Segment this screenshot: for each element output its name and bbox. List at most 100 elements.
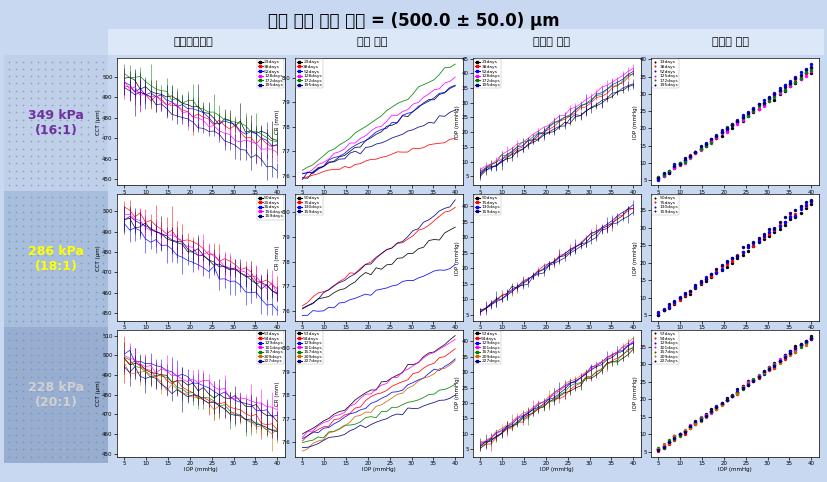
Point (682, 424, 696, 432)
Point (715, 267, 728, 274)
Point (2, 358, 16, 366)
Point (45, 252, 59, 259)
Point (667, 435, 680, 442)
Point (17, 145, 30, 153)
Point (96, 317, 109, 325)
Point (82, 58, 95, 66)
Point (777, 350, 791, 358)
Point (89, 309, 103, 317)
Point (67, 72, 80, 80)
Point (2, 123, 16, 131)
Point (724, 124, 738, 132)
Point (38, 80, 51, 87)
Point (96, 302, 109, 310)
Point (74, 259, 88, 267)
Point (53, 351, 66, 359)
Point (756, 368, 769, 376)
Point (96, 259, 109, 267)
Point (38, 302, 51, 310)
Point (730, 388, 743, 396)
Point (82, 80, 95, 87)
Point (9, 365, 22, 373)
Point (82, 317, 95, 325)
Point (74, 208, 88, 216)
Point (709, 403, 722, 411)
Point (38, 309, 51, 317)
Point (74, 174, 88, 182)
Point (67, 259, 80, 267)
Point (793, 73, 806, 80)
Point (74, 373, 88, 381)
Point (2, 317, 16, 325)
Point (45, 230, 59, 238)
Point (672, 293, 686, 301)
Point (767, 361, 780, 368)
Point (45, 409, 59, 417)
Point (677, 159, 691, 166)
Point (698, 410, 711, 417)
Point (89, 329, 103, 337)
Point (782, 212, 796, 220)
Point (2, 302, 16, 310)
Point (74, 358, 88, 366)
Point (45, 101, 59, 109)
Point (709, 131, 722, 139)
Point (45, 358, 59, 366)
Point (74, 116, 88, 123)
Point (767, 89, 780, 97)
Point (688, 283, 701, 291)
Point (804, 196, 817, 204)
Point (693, 415, 706, 423)
Point (2, 453, 16, 460)
Point (67, 87, 80, 94)
Legend: 57days, 94days, 129days, 101days, 157days, 209days, 227days: 57days, 94days, 129days, 101days, 157day… (473, 331, 500, 364)
Point (682, 287, 696, 295)
Point (782, 351, 796, 359)
Point (31, 101, 45, 109)
Point (38, 259, 51, 267)
Point (804, 65, 817, 72)
Point (96, 237, 109, 245)
Text: 표적 중심 각막 두께 = (500.0 ± 50.0) μm: 표적 중심 각막 두께 = (500.0 ± 50.0) μm (268, 12, 559, 30)
Point (9, 395, 22, 402)
Point (730, 252, 743, 260)
Point (82, 130, 95, 138)
Point (60, 174, 74, 182)
Point (67, 358, 80, 366)
Point (31, 266, 45, 274)
Point (82, 380, 95, 388)
Point (31, 295, 45, 303)
Point (45, 416, 59, 424)
Point (651, 311, 664, 319)
Point (38, 295, 51, 303)
Point (9, 373, 22, 381)
Point (31, 329, 45, 337)
Point (2, 365, 16, 373)
Point (67, 295, 80, 303)
Point (715, 400, 728, 407)
Point (9, 65, 22, 73)
Point (82, 167, 95, 174)
Point (693, 145, 706, 153)
Point (782, 82, 796, 90)
Point (82, 237, 95, 245)
Point (31, 424, 45, 431)
Point (24, 87, 37, 94)
Point (719, 124, 733, 132)
Point (17, 445, 30, 453)
Point (24, 266, 37, 274)
Point (746, 376, 759, 384)
Point (667, 162, 680, 170)
Point (793, 341, 806, 348)
Point (715, 401, 728, 409)
Point (17, 317, 30, 325)
Point (67, 80, 80, 87)
Point (38, 252, 51, 259)
Point (724, 121, 738, 129)
Point (719, 127, 733, 135)
Point (96, 438, 109, 446)
Point (798, 201, 811, 209)
Point (96, 65, 109, 73)
Point (756, 230, 769, 238)
Point (45, 295, 59, 303)
